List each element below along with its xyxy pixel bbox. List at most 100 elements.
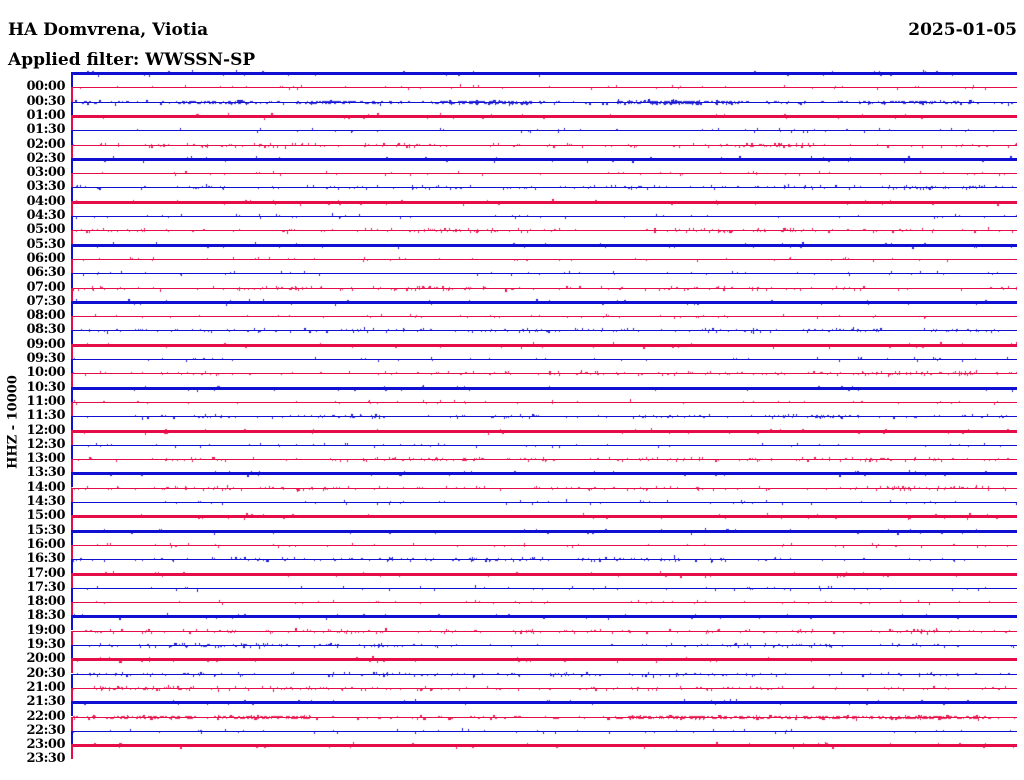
time-label: 10:00 xyxy=(26,365,66,380)
time-label: 02:00 xyxy=(26,137,66,152)
trace-row-0330 xyxy=(71,187,1017,202)
trace-row-1630 xyxy=(71,559,1017,574)
trace-start-tick xyxy=(71,545,73,560)
applied-filter-label: Applied filter: WWSSN-SP xyxy=(8,50,256,70)
trace-row-0730 xyxy=(71,301,1017,316)
trace-start-tick xyxy=(71,187,73,202)
trace-row-2200 xyxy=(71,717,1017,732)
time-label: 21:00 xyxy=(26,680,66,695)
time-label: 19:30 xyxy=(26,637,66,652)
helicorder-plot xyxy=(71,69,1017,780)
trace-start-tick xyxy=(71,615,73,630)
trace-start-tick xyxy=(71,130,73,145)
trace-row-2130 xyxy=(71,701,1017,716)
trace-start-tick xyxy=(71,288,73,303)
trace-start-tick xyxy=(71,674,73,689)
time-label: 10:30 xyxy=(26,380,66,395)
trace-start-tick xyxy=(71,701,73,716)
time-label: 09:30 xyxy=(26,351,66,366)
trace-start-tick xyxy=(71,373,73,388)
time-label: 08:30 xyxy=(26,322,66,337)
time-label: 05:00 xyxy=(26,222,66,237)
trace-start-tick xyxy=(71,445,73,460)
time-label: 18:00 xyxy=(26,594,66,609)
date-label: 2025-01-05 xyxy=(908,20,1017,40)
trace-row-1330 xyxy=(71,472,1017,487)
trace-start-tick xyxy=(71,530,73,545)
time-label: 06:30 xyxy=(26,265,66,280)
trace-row-0500 xyxy=(71,230,1017,245)
trace-start-tick xyxy=(71,645,73,660)
time-label: 17:30 xyxy=(26,580,66,595)
time-label: 22:00 xyxy=(26,709,66,724)
trace-start-tick xyxy=(71,559,73,574)
station-title: HA Domvrena, Viotia xyxy=(8,20,209,40)
trace-row-top xyxy=(71,72,1017,87)
time-label: 23:30 xyxy=(26,751,66,766)
trace-row-0100 xyxy=(71,115,1017,130)
trace-row-1930 xyxy=(71,645,1017,660)
trace-start-tick xyxy=(71,359,73,374)
time-label: 17:00 xyxy=(26,566,66,581)
trace-start-tick xyxy=(71,259,73,274)
trace-start-tick xyxy=(71,173,73,188)
trace-row-0830 xyxy=(71,330,1017,345)
time-label: 13:30 xyxy=(26,465,66,480)
trace-row-0000 xyxy=(71,87,1017,102)
trace-start-tick xyxy=(71,102,73,117)
trace-row-2000 xyxy=(71,658,1017,673)
time-label: 20:30 xyxy=(26,666,66,681)
time-label: 07:30 xyxy=(26,294,66,309)
time-label-column: 00:00 00:30 01:00 01:30 02:00 02:30 03:00 03:30… xyxy=(0,0,66,780)
time-label: 05:30 xyxy=(26,237,66,252)
trace-row-1600 xyxy=(71,545,1017,560)
time-label: 21:30 xyxy=(26,694,66,709)
time-label: 02:30 xyxy=(26,151,66,166)
trace-start-tick xyxy=(71,515,73,530)
trace-row-0400 xyxy=(71,201,1017,216)
trace-row-0300 xyxy=(71,173,1017,188)
trace-row-2100 xyxy=(71,688,1017,703)
trace-start-tick xyxy=(71,602,73,617)
trace-start-tick xyxy=(71,145,73,160)
trace-row-0930 xyxy=(71,359,1017,374)
time-label: 12:30 xyxy=(26,437,66,452)
trace-row-0630 xyxy=(71,273,1017,288)
time-label: 04:30 xyxy=(26,208,66,223)
trace-start-tick xyxy=(71,502,73,517)
trace-row-1030 xyxy=(71,387,1017,402)
time-label: 19:00 xyxy=(26,623,66,638)
time-label: 00:30 xyxy=(26,94,66,109)
trace-start-tick xyxy=(71,416,73,431)
trace-start-tick xyxy=(71,230,73,245)
time-label: 23:00 xyxy=(26,737,66,752)
trace-start-tick xyxy=(71,573,73,588)
trace-row-0200 xyxy=(71,145,1017,160)
trace-start-tick xyxy=(71,387,73,402)
trace-start-tick xyxy=(71,688,73,703)
trace-row-1800 xyxy=(71,602,1017,617)
trace-row-1730 xyxy=(71,588,1017,603)
time-label: 01:00 xyxy=(26,108,66,123)
time-label: 11:00 xyxy=(26,394,66,409)
trace-row-1200 xyxy=(71,430,1017,445)
trace-start-tick xyxy=(71,115,73,130)
trace-start-tick xyxy=(71,244,73,259)
trace-start-tick xyxy=(71,717,73,732)
trace-start-tick xyxy=(71,488,73,503)
time-label: 06:00 xyxy=(26,251,66,266)
trace-row-1130 xyxy=(71,416,1017,431)
trace-row-1900 xyxy=(71,631,1017,646)
trace-start-tick xyxy=(71,430,73,445)
trace-row-1230 xyxy=(71,445,1017,460)
trace-start-tick xyxy=(71,744,73,759)
trace-row-1300 xyxy=(71,459,1017,474)
time-label: 13:00 xyxy=(26,451,66,466)
trace-row-1500 xyxy=(71,515,1017,530)
trace-row-1430 xyxy=(71,502,1017,517)
time-label: 22:30 xyxy=(26,723,66,738)
trace-start-tick xyxy=(71,87,73,102)
time-label: 03:00 xyxy=(26,165,66,180)
trace-start-tick xyxy=(71,201,73,216)
